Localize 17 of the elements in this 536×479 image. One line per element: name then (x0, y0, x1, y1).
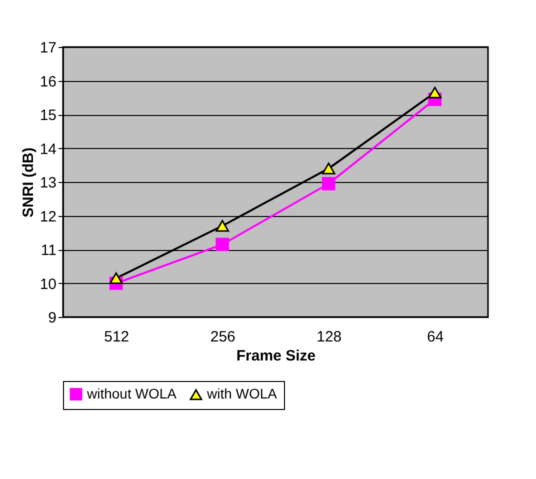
y-tick-label: 11 (40, 242, 56, 259)
x-tick-label: 256 (210, 328, 236, 346)
y-tick-label: 9 (48, 310, 56, 326)
x-tick-label: 64 (427, 328, 444, 346)
y-tick-label: 16 (40, 73, 56, 90)
y-axis-title: SNRI (dB) (20, 148, 37, 218)
y-tick-label: 14 (40, 140, 56, 158)
y-tick-label: 12 (40, 208, 56, 226)
legend-label: without WOLA (86, 385, 178, 402)
y-tick-label: 15 (40, 107, 56, 124)
x-axis-title: Frame Size (236, 348, 316, 364)
x-tick-label: 512 (104, 328, 130, 346)
y-tick-label: 13 (40, 174, 56, 192)
y-tick-label: 10 (40, 276, 56, 293)
x-tick-label: 128 (316, 328, 342, 346)
y-tick-label: 17 (40, 40, 56, 56)
legend-label: with WOLA (206, 386, 278, 402)
